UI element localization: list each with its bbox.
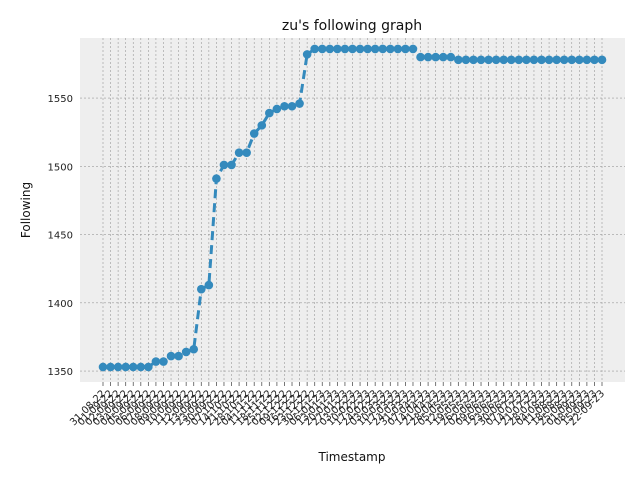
data-point	[181, 347, 191, 357]
data-point	[249, 129, 259, 138]
data-point	[423, 52, 433, 62]
data-point	[408, 44, 418, 54]
data-point	[484, 55, 493, 65]
data-point	[378, 44, 388, 54]
data-point	[522, 55, 531, 65]
data-point	[514, 55, 524, 65]
data-point	[340, 44, 350, 54]
data-point	[393, 44, 403, 54]
data-point	[204, 280, 214, 290]
data-point	[491, 55, 501, 65]
data-point	[469, 55, 478, 65]
x-tick-labels: 31-08-2201-09-2202-09-2203-09-2204-09-22…	[68, 382, 607, 428]
data-point	[559, 55, 569, 65]
data-point	[506, 55, 516, 65]
data-point	[552, 55, 561, 65]
y-tick-label: 1350	[48, 367, 73, 378]
data-point	[597, 55, 607, 65]
y-tick-label: 1400	[48, 299, 73, 310]
chart-title: zu's following graph	[282, 18, 422, 34]
y-tick-label: 1450	[48, 231, 73, 242]
data-point	[416, 52, 425, 62]
data-point	[166, 351, 176, 361]
data-point	[212, 174, 221, 183]
data-point	[386, 44, 395, 54]
data-point	[499, 55, 509, 65]
data-point	[113, 362, 123, 372]
data-point	[582, 55, 592, 65]
data-point	[529, 55, 539, 65]
data-point	[280, 101, 289, 111]
data-point	[234, 148, 244, 157]
data-point	[287, 101, 297, 111]
y-tick-label: 1500	[48, 162, 73, 173]
data-point	[227, 160, 236, 170]
data-point	[476, 55, 486, 65]
data-point	[431, 52, 440, 62]
data-point	[151, 357, 161, 366]
y-tick-label: 1550	[48, 94, 73, 105]
data-point	[567, 55, 577, 65]
data-point	[544, 55, 554, 65]
data-point	[144, 362, 153, 372]
data-point	[446, 52, 456, 62]
data-point	[537, 55, 546, 65]
data-point	[355, 44, 365, 54]
y-axis-label: Following	[19, 182, 33, 238]
x-axis-label: Timestamp	[318, 450, 386, 464]
data-point	[401, 44, 410, 54]
data-point	[98, 362, 108, 372]
data-point	[219, 160, 229, 170]
data-point	[438, 52, 448, 62]
data-point	[196, 284, 206, 294]
data-point	[575, 55, 584, 65]
data-point	[333, 44, 342, 54]
data-point	[317, 44, 327, 54]
data-point	[174, 351, 183, 361]
data-point	[257, 121, 267, 130]
series-following	[98, 44, 607, 372]
grid-lines	[80, 38, 625, 382]
data-point	[136, 362, 146, 372]
data-point	[302, 50, 312, 59]
data-point	[159, 357, 168, 366]
data-point	[121, 362, 130, 372]
data-point	[106, 362, 115, 372]
data-point	[310, 44, 319, 54]
y-tick-labels: 1350 1400 1450 1500 1550	[48, 94, 73, 378]
data-point	[590, 55, 599, 65]
data-point	[189, 344, 199, 354]
data-point	[454, 55, 463, 65]
data-point	[325, 44, 335, 54]
data-point	[128, 362, 138, 372]
data-point	[370, 44, 380, 54]
data-point	[295, 99, 304, 108]
data-point	[348, 44, 357, 54]
data-point	[242, 148, 251, 157]
data-point	[272, 104, 282, 114]
data-point	[461, 55, 471, 65]
data-point	[265, 108, 274, 118]
data-point	[363, 44, 372, 54]
